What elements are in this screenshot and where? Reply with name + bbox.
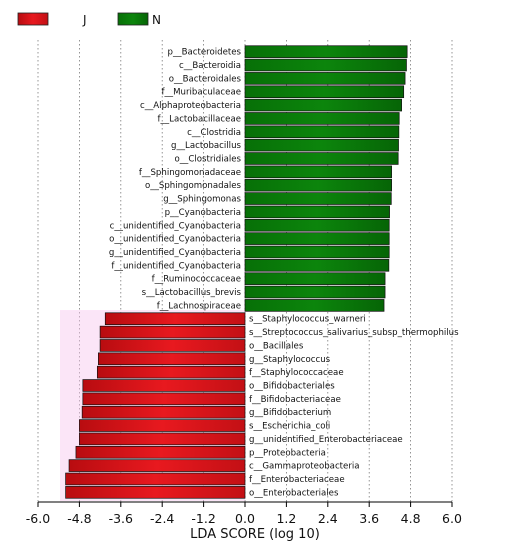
x-tick-label: -6.0 bbox=[26, 511, 50, 526]
bar-label-f-sphingomonadaceae: f__Sphingomonadaceae bbox=[139, 168, 241, 178]
bar-f-unidentified-cyanobacteria bbox=[244, 259, 390, 272]
bar-label-o-bacillales: o__Bacillales bbox=[249, 341, 304, 351]
bar-label-f-staphylococcaceae: f__Staphylococcaceae bbox=[249, 368, 344, 378]
x-tick-label: 6.0 bbox=[442, 511, 462, 526]
bar-label-s-staphylococcus-warneri: s__Staphylococcus_warneri bbox=[249, 315, 366, 325]
x-axis-ticks: -6.0 -4.8 -3.6 -2.4 -1.2 0.0 1.2 2.4 3.6 4.8 6.0 bbox=[26, 502, 462, 526]
bar-f-staphylococcaceae bbox=[96, 365, 246, 379]
legend-label-j: J bbox=[82, 13, 87, 27]
bar-label-o-bacteroidales: o__Bacteroidales bbox=[169, 74, 242, 84]
x-axis-title: LDA SCORE (log 10) bbox=[190, 527, 320, 542]
bar-label-c-gammaproteobacteria: c__Gammaproteobacteria bbox=[249, 462, 360, 472]
bar-label-s-streptococcus-salivarius-subsp-thermophilus: s__Streptococcus_salivarius_subsp_thermo… bbox=[249, 328, 459, 338]
bar-label-o-sphingomonadales: o__Sphingomonadales bbox=[145, 181, 241, 191]
bar-g-bifidobacterium bbox=[81, 405, 246, 419]
x-tick-label: -2.4 bbox=[150, 511, 174, 526]
bar-label-p-bacteroidetes: p__Bacteroidetes bbox=[168, 48, 242, 58]
bar-c-unidentified-cyanobacteria bbox=[244, 218, 390, 232]
bar-label-o-clostridiales: o__Clostridiales bbox=[174, 155, 241, 165]
bar-label-g-staphylococcus: g__Staphylococcus bbox=[249, 355, 331, 365]
bar-s-staphylococcus-warneri bbox=[104, 312, 246, 326]
x-axis: -6.0 -4.8 -3.6 -2.4 -1.2 0.0 1.2 2.4 3.6 4.8 6.0 L… bbox=[26, 501, 462, 542]
bar-f-ruminococcaceae bbox=[244, 272, 386, 285]
bar-s-streptococcus-salivarius-subsp-thermophilus bbox=[99, 325, 246, 339]
bar-label-s-escherichia-coli: s__Escherichia_coli bbox=[249, 422, 330, 432]
bar-label-f-muribaculaceae: f__Muribaculaceae bbox=[161, 88, 241, 98]
bar-label-f-unidentified-cyanobacteria: f__unidentified_Cyanobacteria bbox=[111, 261, 241, 271]
bar-label-c-bacteroidia: c__Bacteroidia bbox=[179, 61, 241, 71]
bar-f-sphingomonadaceae bbox=[244, 165, 392, 179]
bar-label-g-unidentified-enterobacteriaceae: g__unidentified_Enterobacteriaceae bbox=[249, 435, 403, 445]
legend-swatch-n bbox=[117, 12, 149, 26]
bar-label-c-alphaproteobacteria: c__Alphaproteobacteria bbox=[140, 101, 241, 111]
bar-label-g-unidentified-cyanobacteria: g__unidentified_Cyanobacteria bbox=[109, 248, 241, 258]
bar-label-o-enterobacteriales: o__Enterobacteriales bbox=[249, 488, 339, 498]
bar-s-lactobacillus-brevis bbox=[244, 285, 386, 299]
x-tick-label: 1.2 bbox=[276, 511, 296, 526]
bar-g-lactobacillus bbox=[244, 138, 399, 152]
x-tick-label: 0.0 bbox=[235, 511, 255, 526]
x-tick-label: -1.2 bbox=[191, 511, 215, 526]
bar-o-bifidobacteriales bbox=[82, 379, 246, 392]
bar-label-c-unidentified-cyanobacteria: c__unidentified_Cyanobacteria bbox=[110, 221, 241, 231]
bar-f-muribaculaceae bbox=[244, 85, 405, 99]
x-tick-label: -3.6 bbox=[109, 511, 133, 526]
bar-o-bacteroidales bbox=[244, 72, 406, 85]
bar-o-sphingomonadales bbox=[244, 178, 392, 192]
bar-o-clostridiales bbox=[244, 152, 399, 165]
bar-label-f-lachnospiraceae: f__Lachnospiraceae bbox=[157, 301, 241, 311]
bar-g-unidentified-enterobacteriaceae bbox=[79, 432, 246, 446]
bar-p-proteobacteria bbox=[75, 445, 246, 459]
x-tick-label: 2.4 bbox=[318, 511, 338, 526]
bar-f-enterobacteriaceae bbox=[65, 472, 246, 486]
legend-swatch-j bbox=[17, 12, 49, 26]
x-tick-label: 3.6 bbox=[359, 511, 379, 526]
bar-label-p-proteobacteria: p__Proteobacteria bbox=[249, 448, 326, 458]
x-tick-label: -4.8 bbox=[67, 511, 91, 526]
legend-label-n: N bbox=[152, 13, 161, 27]
bar-label-f-enterobacteriaceae: f__Enterobacteriaceae bbox=[249, 475, 345, 485]
group-highlights bbox=[60, 310, 245, 501]
bar-s-escherichia-coli bbox=[79, 419, 246, 432]
bar-c-alphaproteobacteria bbox=[244, 98, 402, 112]
bar-label-f-ruminococcaceae: f__Ruminococcaceae bbox=[152, 275, 241, 285]
bar-label-o-bifidobacteriales: o__Bifidobacteriales bbox=[249, 382, 335, 392]
bar-label-f-lactobacillaceae: f__Lactobacillaceae bbox=[158, 114, 241, 124]
legend: J N bbox=[17, 12, 161, 27]
bar-o-unidentified-cyanobacteria bbox=[244, 232, 390, 245]
bar-label-g-bifidobacterium: g__Bifidobacterium bbox=[249, 408, 331, 418]
bar-p-cyanobacteria bbox=[244, 205, 390, 219]
bar-label-g-sphingomonas: g__Sphingomonas bbox=[163, 195, 241, 205]
bar-g-staphylococcus bbox=[98, 352, 246, 366]
bar-label-c-clostridia: c__Clostridia bbox=[187, 128, 241, 138]
bar-c-bacteroidia bbox=[244, 58, 407, 72]
bars bbox=[65, 45, 408, 499]
bar-g-sphingomonas bbox=[244, 192, 392, 205]
bar-label-s-lactobacillus-brevis: s__Lactobacillus_brevis bbox=[142, 288, 242, 298]
bar-o-bacillales bbox=[99, 339, 246, 352]
bar-label-f-bifidobacteriaceae: f__Bifidobacteriaceae bbox=[249, 395, 341, 405]
bar-f-lachnospiraceae bbox=[244, 299, 385, 312]
bar-f-bifidobacteriaceae bbox=[82, 392, 246, 406]
bar-f-lactobacillaceae bbox=[244, 112, 400, 125]
x-tick-label: 4.8 bbox=[401, 511, 421, 526]
bar-o-enterobacteriales bbox=[65, 486, 246, 499]
bar-c-clostridia bbox=[244, 125, 400, 139]
bar-g-unidentified-cyanobacteria bbox=[244, 245, 390, 259]
bar-labels: p__Bacteroidetes c__Bacteroidia o__Bactero… bbox=[109, 48, 459, 499]
bar-label-o-unidentified-cyanobacteria: o__unidentified_Cyanobacteria bbox=[109, 235, 241, 245]
bar-c-gammaproteobacteria bbox=[68, 459, 246, 472]
bar-p-bacteroidetes bbox=[244, 45, 408, 58]
bar-label-g-lactobacillus: g__Lactobacillus bbox=[171, 141, 242, 151]
group-highlight-j bbox=[60, 310, 245, 501]
bar-label-p-cyanobacteria: p__Cyanobacteria bbox=[165, 208, 241, 218]
